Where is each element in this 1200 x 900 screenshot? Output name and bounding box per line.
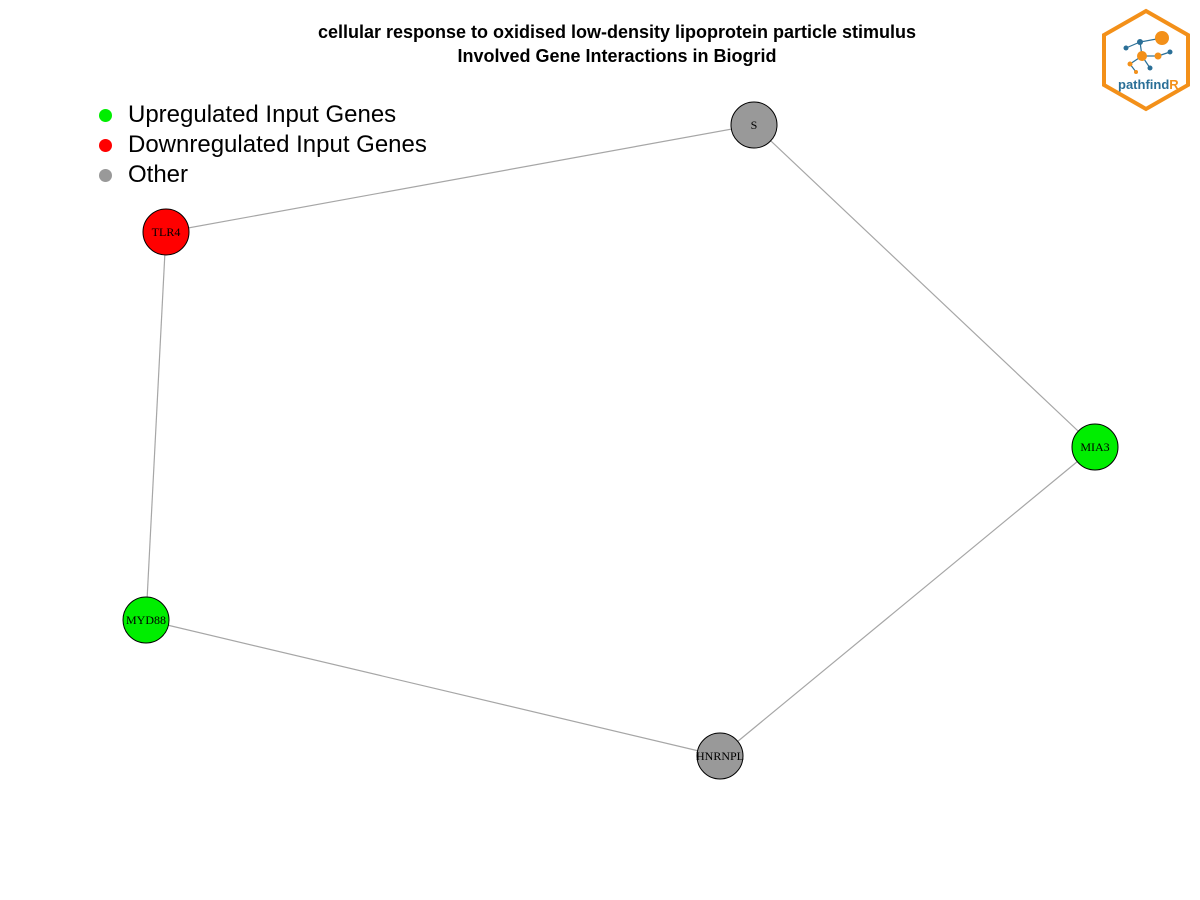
title-line-2: Involved Gene Interactions in Biogrid: [457, 46, 777, 66]
node-circle-myd88: [122, 596, 170, 644]
legend-dot-upregulated: [99, 108, 112, 122]
node-tlr4: TLR4: [142, 208, 190, 256]
logo-text: pathfindR: [1118, 77, 1179, 92]
legend-label-upregulated: Upregulated Input Genes: [128, 101, 397, 128]
legend-item-upregulated: Upregulated Input Genes: [98, 100, 427, 130]
node-label-mia3: MIA3: [1080, 440, 1109, 454]
node-label-myd88: MYD88: [126, 613, 166, 627]
edge-mia3-hnrnpl: [719, 446, 1096, 757]
edge-s-tlr4: [165, 124, 755, 233]
pathfindr-logo: pathfindR: [1102, 8, 1190, 112]
legend-dot-other: [99, 168, 112, 182]
node-mia3: MIA3: [1071, 423, 1119, 471]
edge-myd88-hnrnpl: [145, 619, 721, 757]
node-label-tlr4: TLR4: [152, 225, 181, 239]
edge-s-mia3: [753, 124, 1096, 448]
node-circle-s: [730, 101, 778, 149]
legend: Upregulated Input Genes Downregulated In…: [98, 100, 427, 190]
edge-layer: [145, 124, 1096, 757]
node-hnrnpl: HNRNPL: [696, 732, 744, 780]
node-label-hnrnpl: HNRNPL: [696, 749, 744, 763]
node-label-s: S: [751, 118, 758, 132]
legend-label-other: Other: [128, 161, 189, 188]
edge-tlr4-myd88: [145, 231, 167, 621]
node-circle-tlr4: [142, 208, 190, 256]
legend-label-downregulated: Downregulated Input Genes: [128, 131, 427, 158]
node-circle-mia3: [1071, 423, 1119, 471]
legend-item-downregulated: Downregulated Input Genes: [98, 130, 427, 160]
figure-title: cellular response to oxidised low-densit…: [0, 20, 1200, 68]
legend-dot-downregulated: [99, 138, 112, 152]
node-circle-hnrnpl: [696, 732, 744, 780]
legend-item-other: Other: [98, 160, 427, 190]
node-myd88: MYD88: [122, 596, 170, 644]
title-line-1: cellular response to oxidised low-densit…: [317, 22, 917, 42]
node-s: S: [730, 101, 778, 149]
node-layer: S TLR4 MIA3 MYD88 HNRNPL: [122, 101, 1119, 780]
